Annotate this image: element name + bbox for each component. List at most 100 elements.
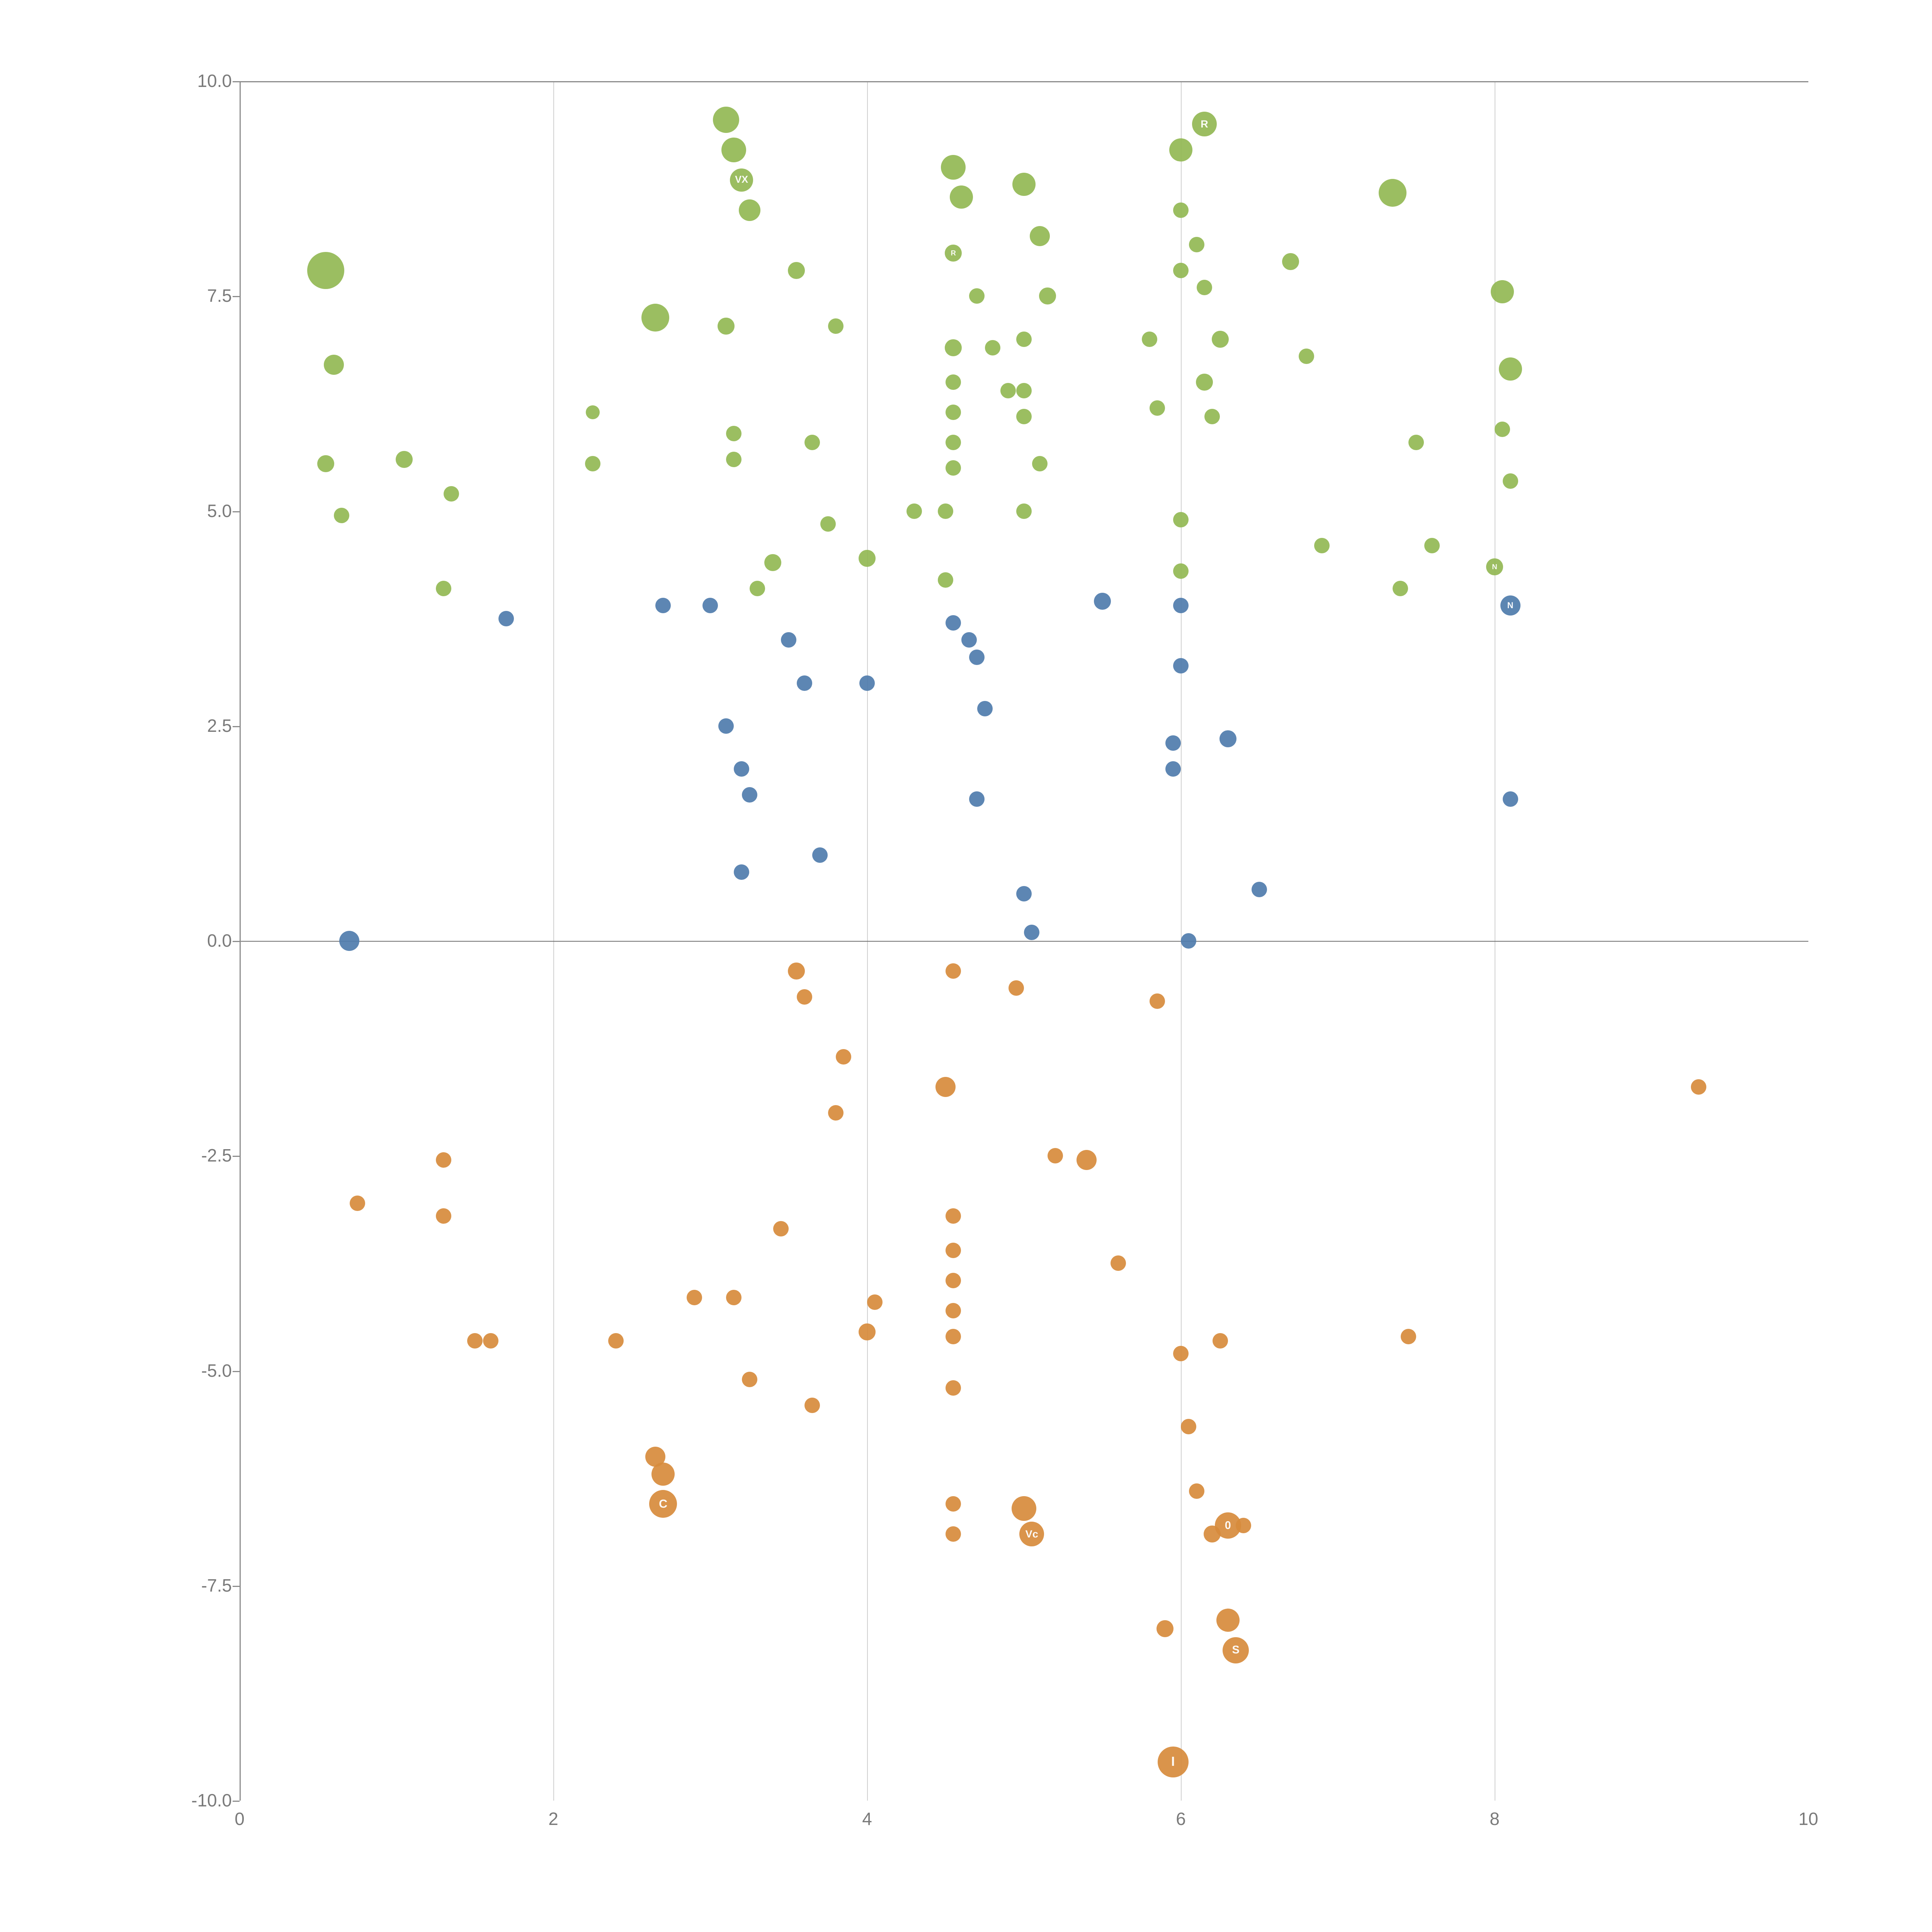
data-point-orange[interactable]: I <box>1158 1747 1189 1777</box>
data-point-blue[interactable] <box>961 632 977 648</box>
data-point-green[interactable] <box>945 339 962 356</box>
data-point-green[interactable] <box>985 340 1000 355</box>
data-point-orange[interactable] <box>836 1049 851 1065</box>
data-point-green[interactable] <box>1150 400 1165 416</box>
data-point-orange[interactable] <box>828 1105 844 1121</box>
data-point-green[interactable] <box>1016 383 1032 398</box>
data-point-green[interactable] <box>1196 374 1213 391</box>
data-point-green[interactable] <box>1016 503 1032 519</box>
data-point-green[interactable] <box>788 262 805 279</box>
data-point-green[interactable]: N <box>1486 558 1503 575</box>
data-point-green[interactable] <box>828 318 844 334</box>
data-point-blue[interactable] <box>498 611 514 626</box>
data-point-green[interactable] <box>1169 138 1192 162</box>
data-point-green[interactable] <box>950 185 973 209</box>
data-point-green[interactable] <box>1314 538 1330 553</box>
data-point-green[interactable] <box>946 435 961 450</box>
data-point-blue[interactable] <box>946 615 961 631</box>
data-point-orange[interactable] <box>946 1329 961 1344</box>
data-point-green[interactable] <box>938 503 953 519</box>
data-point-orange[interactable] <box>804 1398 820 1413</box>
data-point-green[interactable] <box>1408 435 1424 450</box>
data-point-orange[interactable] <box>687 1290 702 1305</box>
data-point-blue[interactable] <box>1173 658 1189 673</box>
data-point-orange[interactable] <box>1009 980 1024 996</box>
data-point-green[interactable] <box>1000 383 1016 398</box>
data-point-blue[interactable] <box>1024 925 1039 940</box>
data-point-green[interactable] <box>1030 226 1050 246</box>
data-point-green[interactable] <box>1032 456 1048 471</box>
data-point-orange[interactable] <box>1181 1419 1196 1434</box>
data-point-green[interactable] <box>941 155 966 180</box>
data-point-blue[interactable] <box>969 650 985 665</box>
data-point-blue[interactable] <box>655 598 671 613</box>
data-point-blue[interactable] <box>1181 933 1196 949</box>
data-point-orange[interactable] <box>946 1496 961 1512</box>
data-point-green[interactable] <box>739 199 760 221</box>
data-point-orange[interactable] <box>773 1221 789 1236</box>
data-point-orange[interactable] <box>1173 1346 1189 1361</box>
data-point-orange[interactable] <box>1048 1148 1063 1163</box>
data-point-orange[interactable] <box>651 1463 675 1486</box>
data-point-orange[interactable] <box>946 963 961 979</box>
data-point-blue[interactable] <box>1219 730 1236 747</box>
data-point-green[interactable] <box>1393 581 1408 596</box>
data-point-green[interactable] <box>1204 409 1220 424</box>
data-point-green[interactable] <box>436 581 451 596</box>
data-point-orange[interactable] <box>946 1526 961 1542</box>
data-point-blue[interactable] <box>742 787 757 803</box>
data-point-blue[interactable] <box>859 675 875 691</box>
data-point-green[interactable] <box>1189 237 1204 252</box>
data-point-green[interactable] <box>804 435 820 450</box>
data-point-green[interactable] <box>1039 287 1056 304</box>
data-point-orange[interactable] <box>1012 1496 1036 1521</box>
data-point-green[interactable]: R <box>945 245 962 262</box>
data-point-green[interactable] <box>641 304 669 332</box>
data-point-green[interactable] <box>1503 473 1518 489</box>
data-point-green[interactable] <box>750 581 765 596</box>
data-point-green[interactable] <box>1499 357 1522 381</box>
data-point-green[interactable] <box>721 138 746 162</box>
data-point-green[interactable] <box>764 554 781 571</box>
data-point-blue[interactable] <box>718 718 734 734</box>
data-point-green[interactable] <box>1282 253 1299 270</box>
data-point-blue[interactable] <box>734 761 749 777</box>
data-point-orange[interactable] <box>1111 1255 1126 1271</box>
data-point-orange[interactable] <box>946 1303 961 1318</box>
data-point-orange[interactable] <box>867 1294 883 1310</box>
data-point-green[interactable] <box>586 405 600 419</box>
data-point-blue[interactable] <box>1503 791 1518 807</box>
data-point-blue[interactable] <box>1165 761 1181 777</box>
data-point-green[interactable] <box>1491 280 1514 303</box>
data-point-blue[interactable] <box>1173 598 1189 613</box>
data-point-green[interactable] <box>1173 202 1189 218</box>
data-point-green[interactable] <box>718 318 735 335</box>
data-point-orange[interactable] <box>788 963 805 980</box>
data-point-blue[interactable] <box>702 598 718 613</box>
data-point-green[interactable] <box>1379 179 1406 207</box>
data-point-orange[interactable] <box>946 1208 961 1224</box>
data-point-green[interactable] <box>1173 563 1189 579</box>
data-point-blue[interactable] <box>1165 735 1181 751</box>
data-point-blue[interactable] <box>734 864 749 880</box>
data-point-orange[interactable] <box>726 1290 742 1305</box>
data-point-green[interactable] <box>1142 332 1157 347</box>
data-point-green[interactable] <box>1012 173 1036 196</box>
data-point-blue[interactable] <box>977 701 993 716</box>
data-point-orange[interactable] <box>608 1333 624 1349</box>
data-point-green[interactable] <box>938 572 953 588</box>
data-point-orange[interactable] <box>1077 1150 1097 1170</box>
data-point-green[interactable] <box>820 516 836 532</box>
data-point-green[interactable] <box>1173 263 1189 278</box>
data-point-blue[interactable]: N <box>1500 595 1520 616</box>
data-point-blue[interactable] <box>339 931 359 951</box>
data-point-orange[interactable] <box>436 1208 451 1224</box>
data-point-orange[interactable] <box>797 989 812 1005</box>
data-point-orange[interactable] <box>1216 1609 1240 1632</box>
data-point-orange[interactable] <box>946 1243 961 1258</box>
data-point-green[interactable] <box>726 426 742 441</box>
data-point-blue[interactable] <box>812 847 828 863</box>
data-point-orange[interactable] <box>1213 1333 1228 1349</box>
data-point-blue[interactable] <box>797 675 812 691</box>
data-point-green[interactable]: VX <box>730 168 753 192</box>
